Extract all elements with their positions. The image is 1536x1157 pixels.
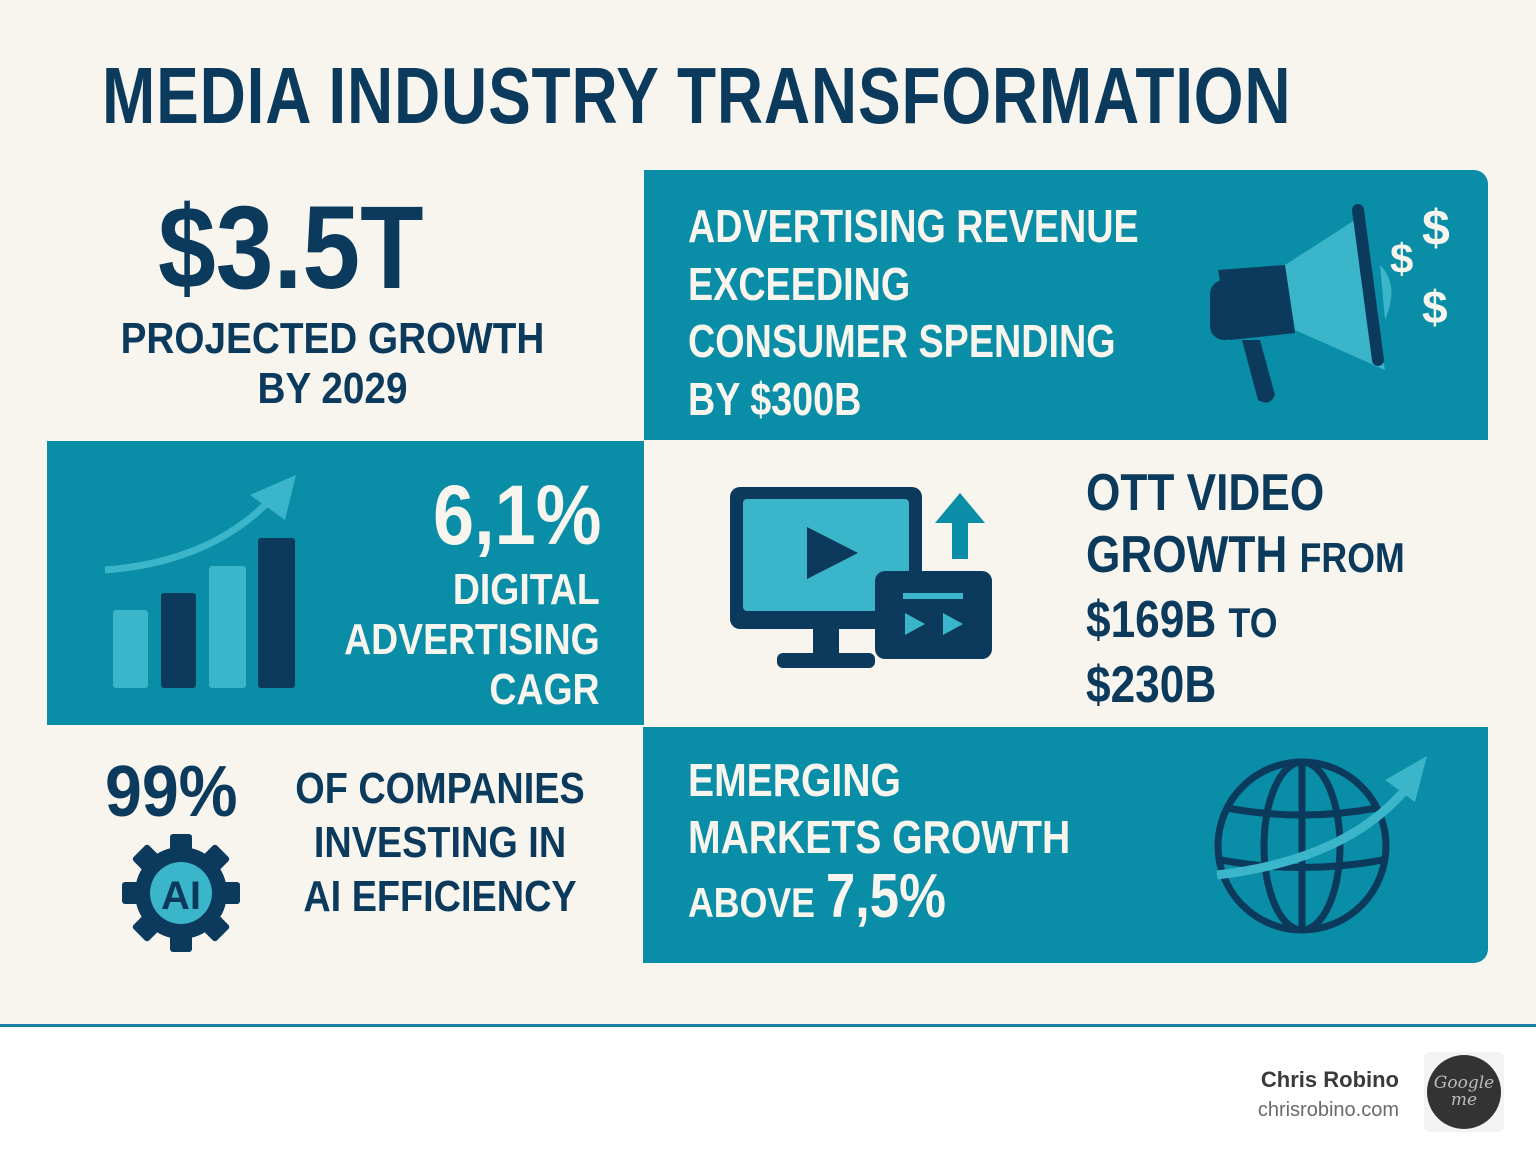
ai-label: OF COMPANIES INVESTING IN AI EFFICIENCY (295, 764, 585, 921)
megaphone-icon: $ $ $ (1210, 200, 1450, 403)
author-name: Chris Robino (1260, 1067, 1399, 1092)
growth-label: PROJECTED GROWTH BY 2029 (120, 314, 545, 413)
page-title: MEDIA INDUSTRY TRANSFORMATION (102, 51, 1292, 140)
digital-label: DIGITAL ADVERTISING CAGR (344, 565, 600, 714)
digital-value: 6,1% (432, 468, 601, 562)
monitor-video-icon (730, 487, 992, 668)
ai-gear-icon: AI (122, 834, 240, 952)
emerging-panel (643, 727, 1488, 963)
ad-revenue-text: ADVERTISING REVENUE EXCEEDING CONSUMER S… (688, 200, 1139, 425)
bar-chart-growth-icon (104, 475, 296, 688)
footer: Chris Robino chrisrobino.com Google me (0, 1024, 1536, 1157)
globe-growth-icon (1214, 756, 1427, 934)
ott-text: OTT VIDEO GROWTH FROM $169B TO $230B (1086, 464, 1405, 714)
svg-text:$: $ (1422, 200, 1450, 256)
google-me-logo[interactable]: Google me (1424, 1052, 1504, 1132)
svg-text:AI: AI (161, 874, 201, 918)
svg-text:$: $ (1390, 235, 1413, 282)
svg-text:$: $ (1422, 281, 1448, 333)
growth-value: $3.5T (158, 182, 424, 314)
emerging-text: EMERGING MARKETS GROWTH ABOVE 7,5% (688, 754, 1071, 931)
author-site-link[interactable]: chrisrobino.com (1257, 1099, 1399, 1121)
ai-value: 99% (105, 752, 238, 832)
